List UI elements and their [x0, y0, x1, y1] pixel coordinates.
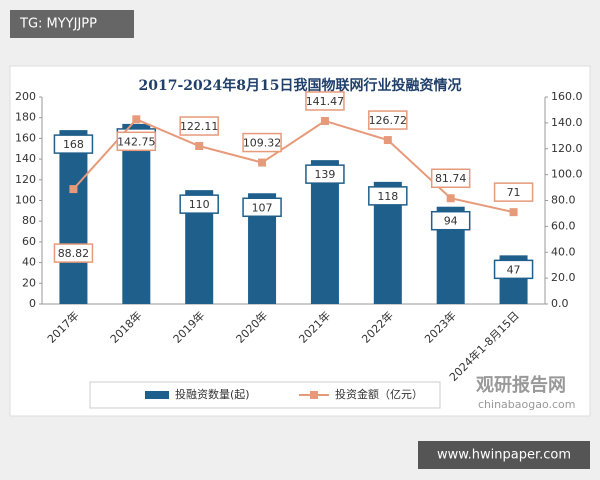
y-tick-label: 60 [22, 235, 36, 248]
tag-box [10, 10, 134, 38]
bar-value-label: 118 [377, 190, 398, 203]
bar-value-label: 110 [189, 198, 210, 211]
line-value-label-box [242, 132, 282, 153]
bar [59, 130, 88, 304]
line-marker [446, 194, 455, 203]
line-marker [132, 115, 141, 124]
line-value-label: 141.47 [306, 95, 345, 108]
tag-text: TG: MYYJJPP [19, 17, 97, 32]
watermark-en: chinabaogao.com [478, 398, 576, 411]
line-value-label-box [305, 91, 345, 111]
y2-tick-label: 60.0 [551, 219, 576, 232]
line-value-label: 81.74 [435, 172, 467, 185]
y-tick-label: 40 [22, 256, 36, 269]
y2-tick-label: 100.0 [551, 168, 583, 181]
y-tick-label: 120 [15, 173, 36, 186]
line-marker [509, 208, 518, 217]
bar-value-label: 107 [252, 201, 273, 214]
bar-value-label-box [368, 186, 408, 206]
line-value-label-box [430, 168, 471, 188]
bar [310, 160, 339, 304]
bar-value-label-box [430, 210, 471, 231]
y-tick-label: 180 [15, 111, 36, 124]
y2-tick-label: 0.0 [551, 297, 569, 310]
legend-label: 投融资数量(起) [175, 387, 250, 401]
bar-value-label-box [53, 134, 94, 154]
line-value-label-box [368, 110, 408, 130]
line-marker [320, 116, 329, 125]
legend-marker [310, 391, 318, 399]
y2-tick-label: 20.0 [551, 271, 576, 284]
watermark-cn: 观研报告网 [476, 374, 566, 396]
line [72, 118, 514, 214]
y2-tick-label: 80.0 [551, 194, 576, 207]
bar-value-label: 94 [444, 215, 458, 228]
line-marker [258, 158, 267, 167]
line-value-label-box [493, 182, 534, 202]
bar [122, 123, 151, 304]
line-value-label: 126.72 [369, 114, 408, 127]
line-value-label-box [53, 243, 94, 263]
y-tick-label: 100 [15, 194, 36, 207]
chart-panel [9, 65, 591, 417]
y-tick-label: 20 [22, 276, 36, 289]
bar-value-label: 139 [314, 168, 335, 181]
y-tick-label: 200 [15, 90, 36, 103]
y2-tick-label: 160.0 [551, 90, 583, 103]
bar-value-label: 47 [507, 263, 521, 276]
line-marker [195, 142, 204, 151]
chart-title: 2017-2024年8月15日我国物联网行业投融资情况 [139, 77, 462, 94]
footer-box [418, 441, 590, 469]
footer-text: www.hwinpaper.com [437, 448, 571, 463]
bar-value-label-box [493, 259, 534, 280]
line-value-label: 122.11 [180, 120, 219, 133]
legend-label: 投资金额（亿元） [335, 387, 423, 401]
line-marker [383, 136, 392, 145]
line-marker [69, 185, 78, 194]
line-value-label-box [116, 131, 157, 152]
bar-value-label-box [242, 197, 282, 218]
y2-tick-label: 40.0 [551, 245, 576, 258]
legend-swatch [145, 391, 169, 399]
bar-value-label-box [179, 194, 219, 214]
line-value-label-box [179, 116, 219, 136]
bar-value-label-box [305, 164, 345, 184]
line-value-label: 142.75 [117, 135, 156, 148]
line-value-label: 88.82 [58, 247, 90, 260]
y2-tick-label: 140.0 [551, 116, 583, 129]
y2-tick-label: 120.0 [551, 142, 583, 155]
bar-value-label: 168 [63, 138, 84, 151]
y-tick-label: 140 [15, 152, 36, 165]
y-tick-label: 0 [29, 297, 36, 310]
y-tick-label: 160 [15, 131, 36, 144]
line-value-label: 109.32 [243, 137, 282, 150]
y-tick-label: 80 [22, 214, 36, 227]
line-value-label: 71 [507, 186, 521, 199]
